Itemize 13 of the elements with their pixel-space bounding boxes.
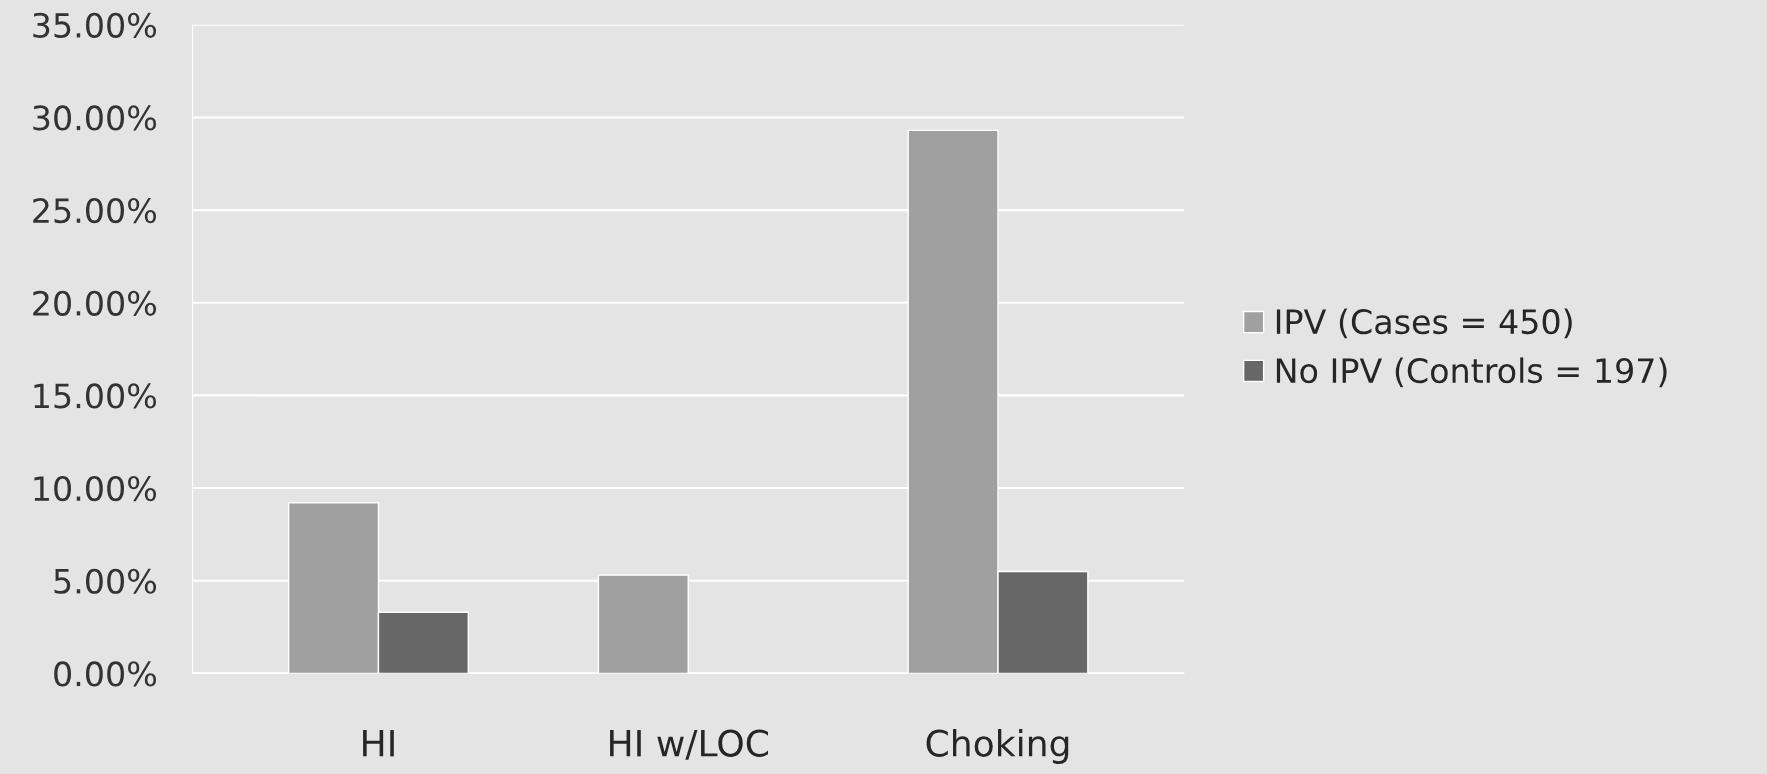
- y-tick-label: 10.00%: [34, 475, 157, 502]
- legend-label: No IPV (Controls = 197): [1276, 357, 1667, 388]
- y-tick-label: 5.00%: [54, 568, 157, 594]
- x-tick-label: HI w/LOC: [610, 729, 768, 760]
- legend-label: IPV (Cases = 450): [1276, 308, 1572, 339]
- y-tick-label: 30.00%: [33, 105, 157, 131]
- x-tick-label: Choking: [926, 728, 1069, 764]
- y-tick-label: 35.00%: [33, 12, 157, 38]
- y-tick-label: 15.00%: [34, 383, 157, 409]
- y-tick-label: 20.00%: [33, 290, 157, 316]
- x-tick-label: HI: [363, 730, 394, 757]
- y-tick-label: 25.00%: [33, 198, 157, 224]
- y-tick-label: 0.00%: [54, 661, 157, 687]
